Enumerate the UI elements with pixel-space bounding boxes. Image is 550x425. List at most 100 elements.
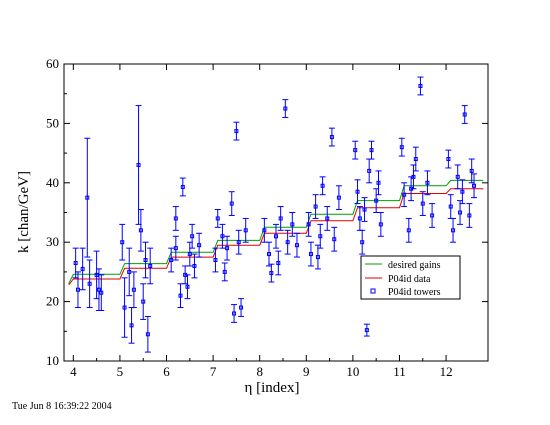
- x-tick-label: 5: [117, 364, 124, 379]
- tower-point: [80, 266, 85, 271]
- tower-point: [369, 148, 374, 153]
- tower-point: [213, 258, 218, 263]
- tower-point: [409, 186, 414, 191]
- tower-point: [173, 216, 178, 221]
- tower-point: [225, 246, 230, 251]
- tower-point: [229, 201, 234, 206]
- tower-point: [376, 180, 381, 185]
- y-tick-label: 10: [46, 353, 59, 368]
- tower-point: [430, 213, 435, 218]
- tower-point: [185, 284, 190, 289]
- tower-point: [460, 189, 465, 194]
- tower-point: [190, 234, 195, 239]
- tower-point: [75, 287, 80, 292]
- tower-point: [243, 228, 248, 233]
- tower-point: [469, 168, 474, 173]
- tower-point: [336, 195, 341, 200]
- tower-point: [283, 106, 288, 111]
- x-tick-label: 6: [163, 364, 170, 379]
- tower-point: [467, 213, 472, 218]
- x-tick-label: 4: [70, 364, 77, 379]
- tower-point: [332, 237, 337, 242]
- tower-point: [180, 184, 185, 189]
- legend-label-p04id-towers: P04id towers: [388, 287, 441, 298]
- x-axis-title: η [index]: [245, 380, 300, 396]
- tower-point: [141, 299, 146, 304]
- tower-point: [222, 269, 227, 274]
- tower-point: [308, 252, 313, 257]
- x-tick-label: 9: [303, 364, 310, 379]
- tower-point: [127, 269, 132, 274]
- tower-point: [418, 83, 423, 88]
- tower-point: [274, 234, 278, 239]
- tower-point: [413, 157, 418, 162]
- tower-point: [187, 252, 192, 257]
- timestamp: Tue Jun 8 16:39:22 2004: [12, 401, 112, 412]
- y-tick-label: 20: [46, 294, 59, 309]
- tower-point: [131, 287, 136, 292]
- tower-point: [215, 216, 220, 221]
- tower-point: [94, 272, 99, 277]
- tower-point: [320, 183, 325, 188]
- tower-point: [129, 323, 134, 328]
- tower-point: [267, 252, 272, 257]
- tower-point: [73, 260, 78, 265]
- y-tick-label: 40: [46, 175, 59, 190]
- tower-point: [239, 305, 244, 310]
- tower-point: [455, 174, 460, 179]
- tower-point: [462, 112, 467, 117]
- tower-point: [451, 228, 456, 233]
- tower-point: [136, 162, 141, 167]
- legend: desired gains P04id data P04id towers: [360, 255, 461, 300]
- tower-point: [87, 281, 92, 286]
- legend-label-desired-gains: desired gains: [388, 260, 441, 271]
- tower-point: [148, 263, 153, 268]
- tower-point: [290, 222, 295, 227]
- tower-point: [236, 240, 241, 245]
- tower-point: [399, 145, 404, 150]
- tower-point: [173, 246, 178, 251]
- legend-swatch-p04id-towers: [370, 288, 376, 294]
- tower-point: [276, 260, 281, 265]
- tower-point: [367, 168, 372, 173]
- tower-point: [448, 204, 453, 209]
- tower-point: [355, 189, 360, 194]
- tower-point: [234, 129, 239, 134]
- tower-point: [472, 183, 477, 188]
- tower-point: [378, 222, 383, 227]
- legend-label-p04id-data: P04id data: [388, 274, 431, 285]
- tower-point: [145, 332, 150, 337]
- tower-point: [362, 207, 367, 212]
- tower-point: [446, 157, 451, 162]
- x-tick-label: 10: [346, 364, 359, 379]
- tower-point: [143, 258, 148, 263]
- tower-point: [197, 243, 202, 248]
- tower-point: [364, 328, 369, 333]
- tower-point: [357, 216, 362, 221]
- tower-point: [262, 228, 267, 233]
- y-tick-label: 50: [46, 115, 59, 130]
- tower-point: [318, 234, 323, 239]
- x-tick-label: 8: [256, 364, 263, 379]
- tower-point: [178, 293, 183, 298]
- x-tick-label: 12: [440, 364, 453, 379]
- series-towers-points: [72, 76, 478, 353]
- axis-ticks: 4 5 6 7 8 9 10 11 12 10 20 30 40 50 60: [46, 56, 488, 379]
- y-tick-label: 30: [46, 234, 59, 249]
- tower-point: [85, 195, 90, 200]
- tower-point: [278, 216, 283, 221]
- tower-point: [353, 148, 358, 153]
- tower-point: [269, 271, 274, 276]
- tower-point: [313, 204, 318, 209]
- tower-point: [138, 228, 143, 233]
- tower-point: [120, 240, 125, 245]
- tower-point: [96, 287, 101, 292]
- tower-point: [374, 198, 379, 203]
- tower-point: [285, 240, 290, 245]
- tower-point: [329, 135, 334, 140]
- plot-frame: [63, 63, 489, 362]
- tower-point: [402, 192, 407, 197]
- tower-point: [232, 311, 237, 316]
- y-axis-title: k [chan/GeV]: [16, 171, 32, 253]
